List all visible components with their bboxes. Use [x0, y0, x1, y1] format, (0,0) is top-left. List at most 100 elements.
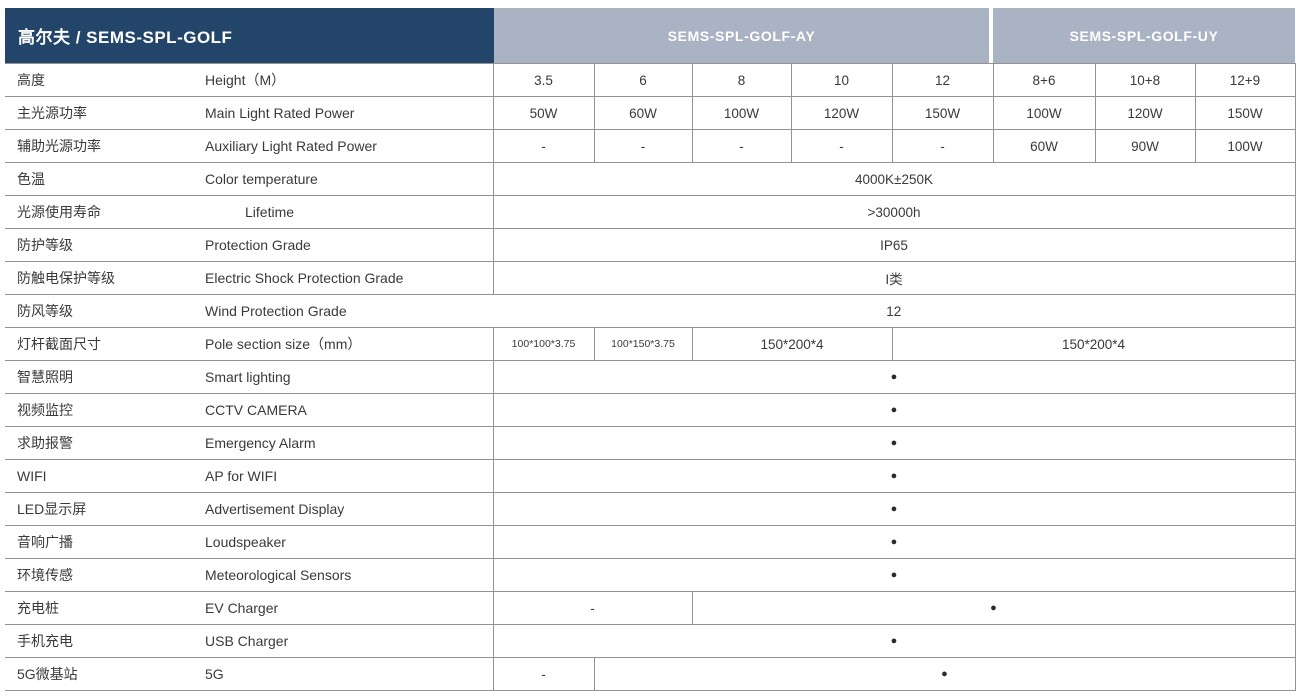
row-label-en: Height（M）: [205, 72, 286, 88]
spec-row-wind-grade: 防风等级 Wind Protection Grade 12: [5, 294, 1296, 328]
row-label-zh: 音响广播: [17, 534, 73, 550]
spec-cell: 4000K±250K: [492, 162, 1296, 196]
row-label-en: Electric Shock Protection Grade: [205, 270, 404, 286]
row-label-zh: 手机充电: [17, 633, 73, 649]
row-label-en: Pole section size（mm）: [205, 336, 362, 352]
spec-cell: -: [691, 129, 791, 163]
feature-dot: ●: [492, 459, 1296, 493]
row-label-en: AP for WIFI: [205, 468, 278, 484]
spec-row-loudspeaker: 音响广播 Loudspeaker ●: [5, 525, 1296, 559]
feature-dot: ●: [492, 525, 1296, 559]
spec-cell: 10: [790, 63, 892, 97]
row-label-zh: 灯杆截面尺寸: [17, 336, 101, 352]
spec-cell: 150W: [1194, 96, 1296, 130]
row-label-zh: 充电桩: [17, 600, 59, 616]
spec-row-pole-size: 灯杆截面尺寸 Pole section size（mm） 100*100*3.75…: [5, 327, 1296, 361]
row-label-zh: 5G微基站: [17, 666, 78, 682]
spec-cell: -: [492, 657, 594, 691]
row-label-en: Advertisement Display: [205, 501, 345, 517]
row-label-en: Wind Protection Grade: [205, 303, 347, 319]
spec-cell: 12+9: [1194, 63, 1296, 97]
column-group-uy: SEMS-SPL-GOLF-UY: [993, 8, 1295, 63]
spec-cell: 6: [593, 63, 692, 97]
spec-table: 高度 Height（M） 3.5 6 8 10 12 8+6 10+8 12+9 …: [5, 63, 1296, 691]
spec-cell: 60W: [992, 129, 1095, 163]
spec-cell: 100*150*3.75: [593, 327, 692, 361]
spec-cell: -: [492, 129, 594, 163]
spec-row-protection-grade: 防护等级 Protection Grade IP65: [5, 228, 1296, 262]
spec-row-aux-power: 辅助光源功率 Auxiliary Light Rated Power - - - …: [5, 129, 1296, 163]
row-label-zh: 主光源功率: [17, 105, 87, 121]
row-label-en: Main Light Rated Power: [205, 105, 355, 121]
spec-row-height: 高度 Height（M） 3.5 6 8 10 12 8+6 10+8 12+9: [5, 63, 1296, 97]
row-label-en: Smart lighting: [205, 369, 291, 385]
spec-cell: 150*200*4: [891, 327, 1296, 361]
row-label-zh: 防触电保护等级: [17, 270, 115, 286]
feature-dot: ●: [492, 393, 1296, 427]
spec-row-main-power: 主光源功率 Main Light Rated Power 50W 60W 100W…: [5, 96, 1296, 130]
feature-dot: ●: [691, 591, 1296, 625]
spec-cell: 8: [691, 63, 791, 97]
spec-row-led-display: LED显示屏 Advertisement Display ●: [5, 492, 1296, 526]
spec-cell: 100W: [1194, 129, 1296, 163]
row-label-en: Emergency Alarm: [205, 435, 316, 451]
column-group-divider: [989, 8, 993, 63]
row-label-zh: 色温: [17, 171, 45, 187]
spec-row-ev-charger: 充电桩 EV Charger - ●: [5, 591, 1296, 625]
spec-cell: 10+8: [1094, 63, 1195, 97]
product-title: 高尔夫 / SEMS-SPL-GOLF: [5, 8, 494, 63]
row-label-en: USB Charger: [205, 633, 289, 649]
spec-row-cctv: 视频监控 CCTV CAMERA ●: [5, 393, 1296, 427]
row-label-en: Lifetime: [245, 204, 295, 220]
feature-dot: ●: [492, 492, 1296, 526]
spec-cell: 50W: [492, 96, 594, 130]
spec-row-lifetime: 光源使用寿命 Lifetime >30000h: [5, 195, 1296, 229]
row-label-en: Color temperature: [205, 171, 318, 187]
feature-dot: ●: [492, 624, 1296, 658]
spec-row-emergency-alarm: 求助报警 Emergency Alarm ●: [5, 426, 1296, 460]
spec-cell: 150W: [891, 96, 993, 130]
spec-cell: IP65: [492, 228, 1296, 262]
row-label-zh: 智慧照明: [17, 369, 73, 385]
spec-row-shock-protection: 防触电保护等级 Electric Shock Protection Grade I…: [5, 261, 1296, 295]
row-label-en: Loudspeaker: [205, 534, 286, 550]
row-label-en: Meteorological Sensors: [205, 567, 352, 583]
row-label-zh: WIFI: [17, 468, 47, 484]
spec-cell: -: [790, 129, 892, 163]
spec-cell: -: [492, 591, 692, 625]
feature-dot: ●: [492, 558, 1296, 592]
feature-dot: ●: [492, 426, 1296, 460]
row-label-en: CCTV CAMERA: [205, 402, 307, 418]
spec-row-sensors: 环境传感 Meteorological Sensors ●: [5, 558, 1296, 592]
spec-cell: 8+6: [992, 63, 1095, 97]
spec-cell: -: [891, 129, 993, 163]
spec-cell: 150*200*4: [691, 327, 892, 361]
row-label-en: 5G: [205, 666, 224, 682]
spec-row-5g: 5G微基站 5G - ●: [5, 657, 1296, 691]
row-label-zh: 环境传感: [17, 567, 73, 583]
spec-cell: 120W: [790, 96, 892, 130]
spec-cell: I类: [492, 261, 1296, 295]
spec-cell: 90W: [1094, 129, 1195, 163]
feature-dot: ●: [593, 657, 1296, 691]
row-label-zh: 防风等级: [17, 303, 73, 319]
table-header-row: 高尔夫 / SEMS-SPL-GOLF SEMS-SPL-GOLF-AY SEM…: [5, 8, 1295, 63]
spec-cell: 100*100*3.75: [492, 327, 594, 361]
row-label-zh: 高度: [17, 72, 45, 88]
row-label-zh: 视频监控: [17, 402, 73, 418]
row-label-zh: 求助报警: [17, 435, 73, 451]
row-label-zh: 辅助光源功率: [17, 138, 101, 154]
row-label-zh: LED显示屏: [17, 501, 87, 517]
spec-cell: -: [593, 129, 692, 163]
spec-cell: 100W: [992, 96, 1095, 130]
spec-cell: 60W: [593, 96, 692, 130]
spec-cell: 12: [891, 63, 993, 97]
row-label-en: Protection Grade: [205, 237, 311, 253]
spec-cell: 100W: [691, 96, 791, 130]
spec-row-smart-lighting: 智慧照明 Smart lighting ●: [5, 360, 1296, 394]
spec-row-usb-charger: 手机充电 USB Charger ●: [5, 624, 1296, 658]
spec-row-color-temp: 色温 Color temperature 4000K±250K: [5, 162, 1296, 196]
spec-cell: 12: [493, 294, 1296, 328]
feature-dot: ●: [492, 360, 1296, 394]
